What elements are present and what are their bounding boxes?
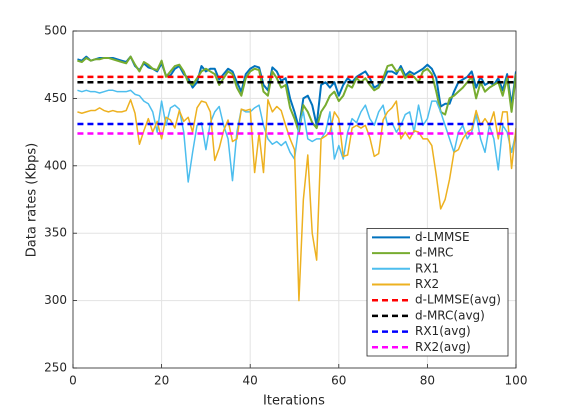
series-line (77, 55, 516, 130)
series-line (77, 89, 516, 183)
legend-box (366, 227, 509, 357)
plot-frame (72, 30, 517, 369)
x-tick-label: 40 (243, 374, 258, 388)
x-tick-label: 100 (505, 374, 528, 388)
x-tick-label: 60 (331, 374, 346, 388)
legend-label: RX2 (415, 277, 439, 291)
x-tick-label: 0 (69, 374, 77, 388)
series-line (77, 55, 516, 134)
legend-label: d-LMMSE (415, 230, 470, 244)
y-tick-label: 400 (44, 158, 67, 172)
series-line (77, 98, 516, 302)
y-tick-label: 250 (44, 361, 67, 375)
legend-label: RX1(avg) (415, 324, 471, 338)
y-tick-label: 350 (44, 226, 67, 240)
legend-label: d-MRC (415, 246, 453, 260)
y-axis-label: Data rates (Kbps) (25, 143, 40, 257)
x-tick-label: 80 (420, 374, 435, 388)
y-tick-label: 300 (44, 293, 67, 307)
x-axis-label: Iterations (263, 394, 325, 409)
legend-label: RX2(avg) (415, 340, 471, 354)
y-tick-label: 500 (44, 24, 67, 38)
legend-label: d-MRC(avg) (415, 308, 485, 322)
x-tick-label: 20 (154, 374, 169, 388)
legend-label: d-LMMSE(avg) (415, 293, 501, 307)
legend-label: RX1 (415, 261, 439, 275)
y-tick-label: 450 (44, 91, 67, 105)
